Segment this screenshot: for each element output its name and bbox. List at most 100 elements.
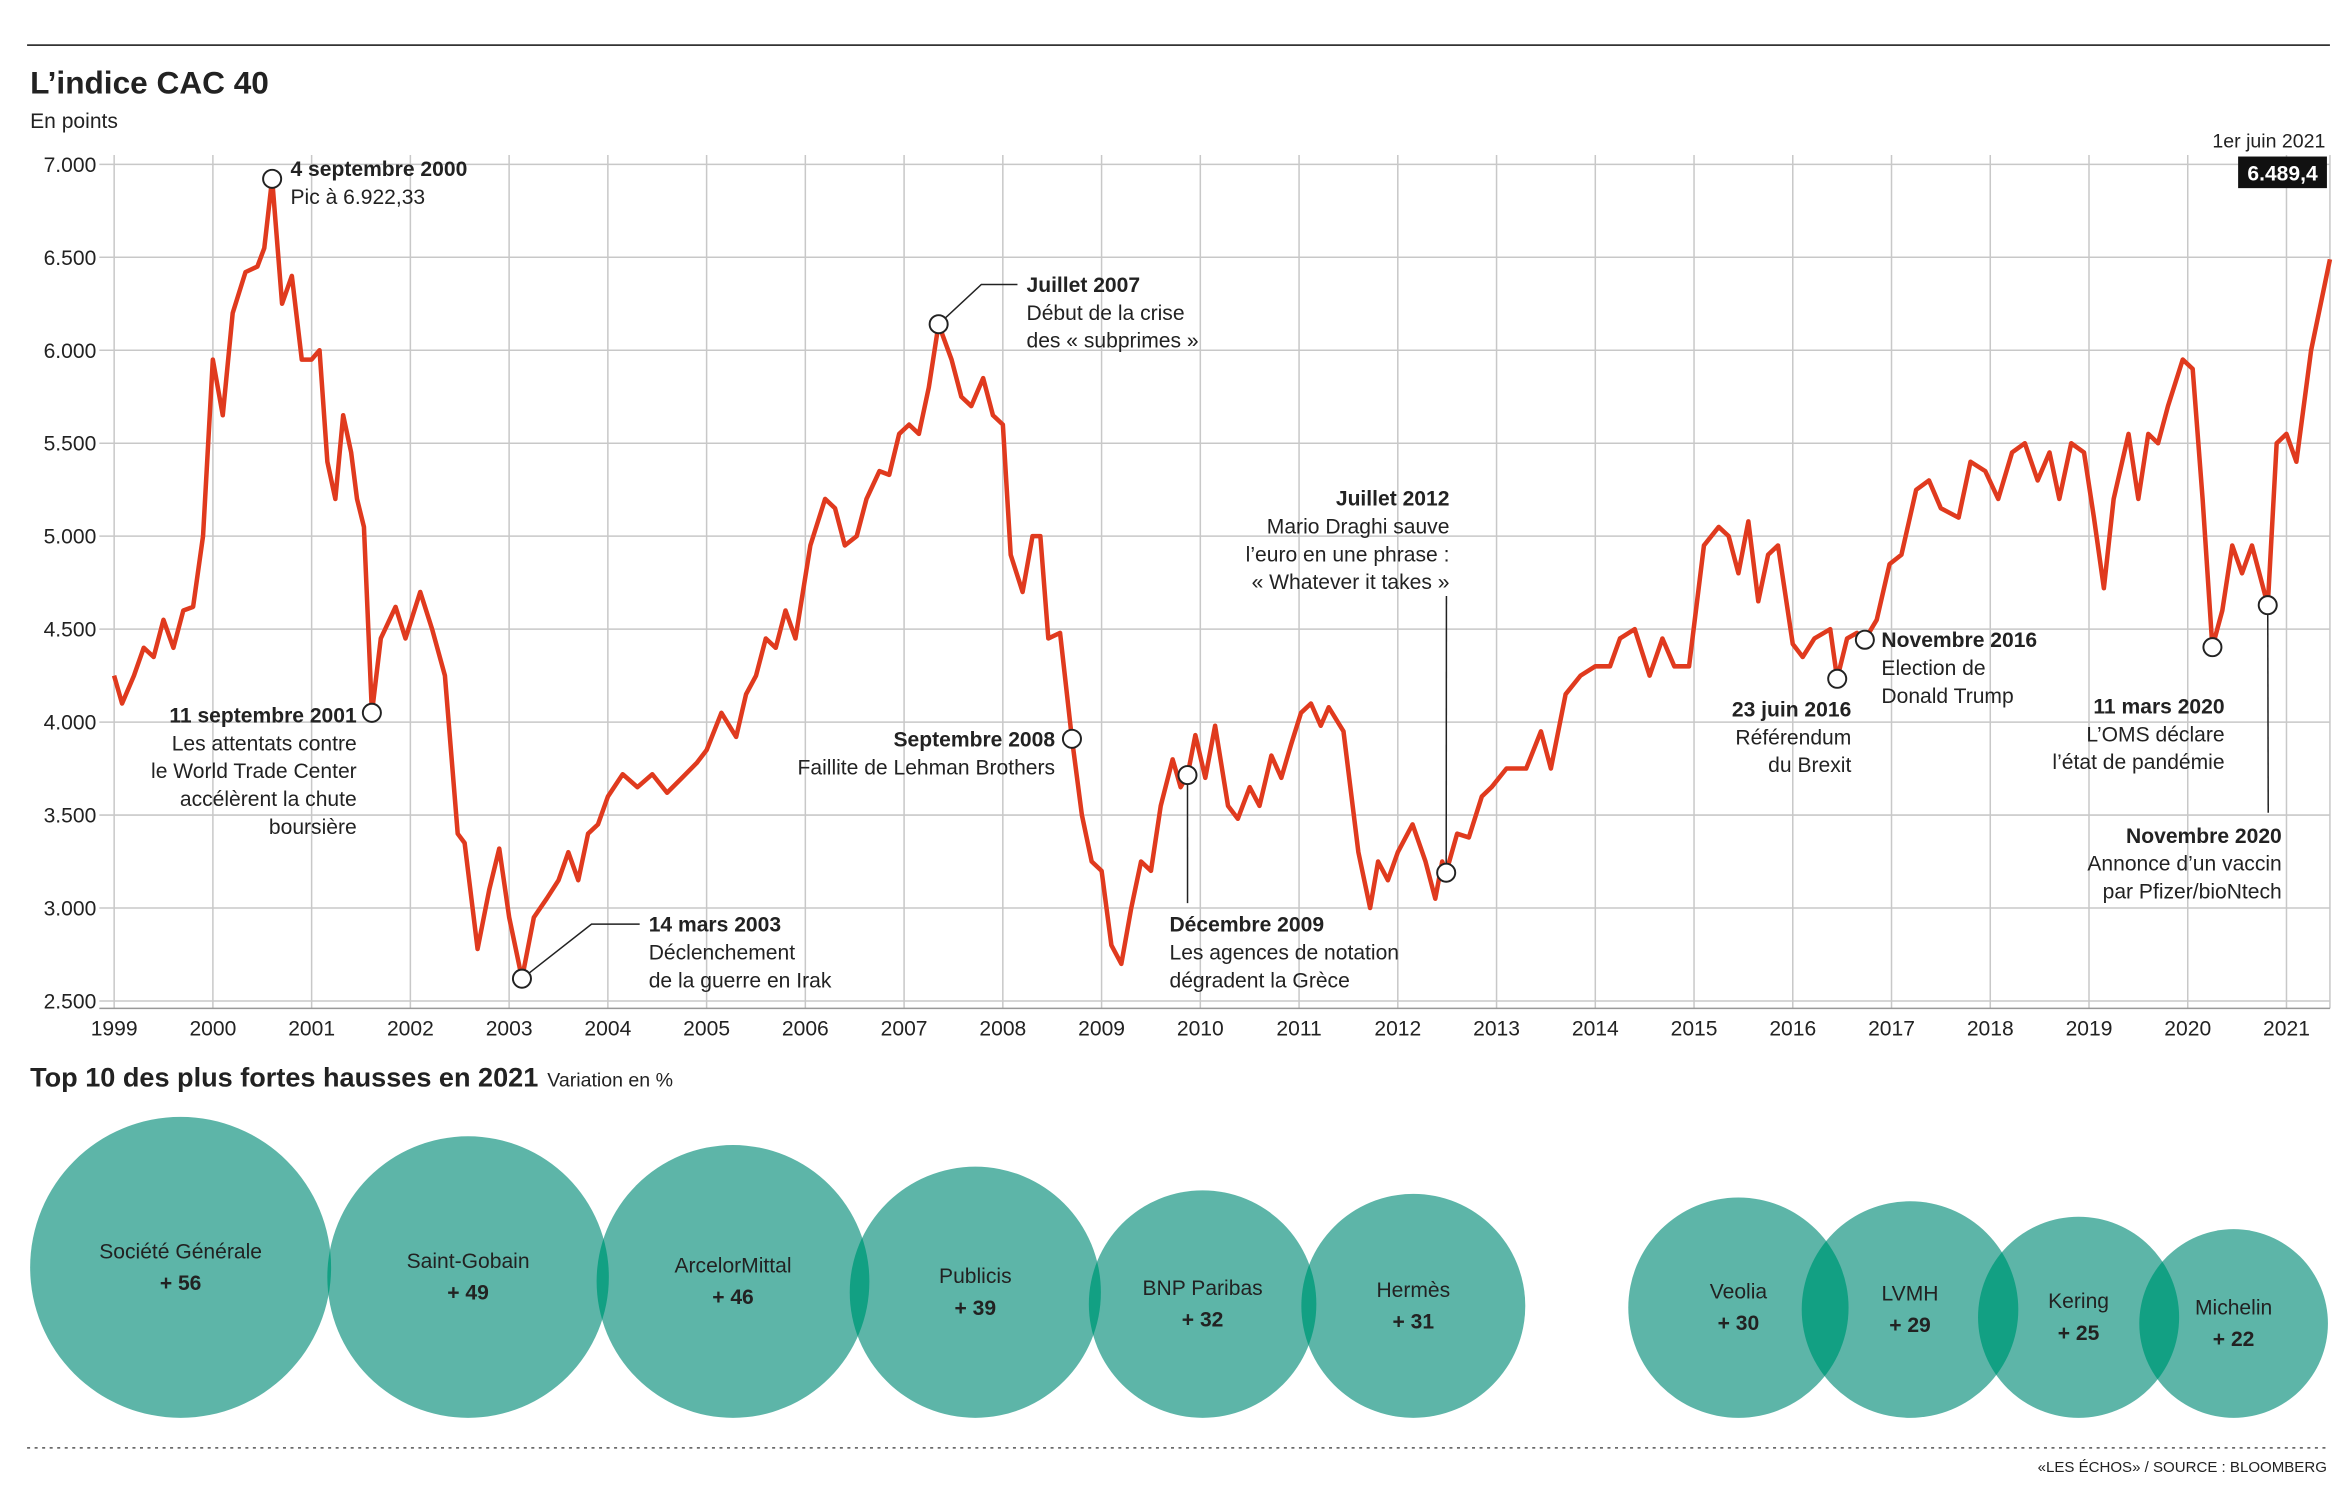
bubble bbox=[327, 1136, 609, 1418]
annotation-text: Mario Draghi sauve bbox=[1267, 516, 1450, 539]
source: «LES ÉCHOS» / SOURCE : BLOOMBERG bbox=[2038, 1459, 2327, 1476]
y-tick-label: 2.500 bbox=[44, 991, 97, 1014]
annotation-text: l’euro en une phrase : bbox=[1246, 543, 1450, 566]
annotation-marker bbox=[1177, 765, 1198, 786]
annotation-text: du Brexit bbox=[1768, 754, 1851, 777]
annotation-text: Référendum bbox=[1735, 726, 1851, 749]
bubble-name: Publicis bbox=[939, 1265, 1012, 1288]
y-tick-label: 4.000 bbox=[44, 712, 97, 735]
annotation-title: 4 septembre 2000 bbox=[290, 158, 467, 181]
x-tick-label: 2002 bbox=[387, 1018, 434, 1041]
annotation-marker bbox=[2257, 595, 2278, 616]
annotation-text: Donald Trump bbox=[1881, 685, 2013, 708]
x-tick-label: 2017 bbox=[1868, 1018, 1915, 1041]
leader-line bbox=[938, 283, 1018, 325]
bubble-name: Saint-Gobain bbox=[407, 1250, 530, 1273]
annotation-title: 11 mars 2020 bbox=[2093, 695, 2224, 718]
annotation-text: Les agences de notation bbox=[1169, 942, 1399, 965]
bubble bbox=[596, 1145, 870, 1418]
bubble-value: + 49 bbox=[447, 1282, 489, 1305]
annotation-text: des « subprimes » bbox=[1026, 330, 1198, 353]
annotation-title: Juillet 2007 bbox=[1026, 274, 1140, 297]
x-tick-label: 2012 bbox=[1374, 1018, 1421, 1041]
bubble-name: Veolia bbox=[1710, 1281, 1768, 1304]
bubble bbox=[1801, 1201, 2019, 1418]
bubble-value: + 29 bbox=[1889, 1314, 1931, 1337]
bubble bbox=[1628, 1197, 1849, 1418]
annotation-marker bbox=[1854, 629, 1875, 650]
bubble-value: + 46 bbox=[712, 1286, 754, 1309]
y-tick-label: 6.000 bbox=[44, 340, 97, 363]
leader-line bbox=[521, 923, 640, 980]
y-tick-label: 3.000 bbox=[44, 898, 97, 921]
x-tick-label: 2011 bbox=[1276, 1018, 1321, 1041]
x-tick-label: 2003 bbox=[486, 1018, 533, 1041]
annotation-title: Novembre 2020 bbox=[2126, 825, 2282, 848]
bubble-value: + 56 bbox=[160, 1272, 202, 1295]
annotation-marker bbox=[511, 968, 532, 989]
bubble-heading: Top 10 des plus fortes hausses en 2021 Va… bbox=[30, 1062, 673, 1093]
annotation-text: Annonce d’un vaccin bbox=[2087, 853, 2281, 876]
bubble-value: + 22 bbox=[2213, 1328, 2255, 1351]
bubble-value: + 32 bbox=[1182, 1309, 1224, 1332]
x-tick-label: 2010 bbox=[1177, 1018, 1224, 1041]
annotation-title: Novembre 2016 bbox=[1881, 629, 2037, 652]
y-tick-label: 5.000 bbox=[44, 526, 97, 549]
annotation-marker bbox=[2202, 637, 2223, 658]
annotation-text: Les attentats contre bbox=[172, 732, 357, 755]
annotation-text: accélèrent la chute bbox=[180, 788, 357, 811]
x-tick-label: 2001 bbox=[288, 1018, 335, 1041]
bubble-title: Top 10 des plus fortes hausses en 2021 bbox=[30, 1062, 538, 1093]
y-tick-label: 5.500 bbox=[44, 433, 97, 456]
annotation-title: 11 septembre 2001 bbox=[169, 704, 357, 727]
bubble bbox=[1978, 1216, 2180, 1418]
annotation-marker bbox=[1436, 862, 1457, 883]
x-tick-label: 2000 bbox=[189, 1018, 236, 1041]
annotation-marker bbox=[361, 702, 382, 723]
x-tick-label: 2021 bbox=[2263, 1018, 2310, 1041]
annotation-marker bbox=[1061, 728, 1082, 749]
annotation-text: Déclenchement bbox=[649, 942, 795, 965]
annotation-text: Pic à 6.922,33 bbox=[290, 186, 425, 209]
x-tick-label: 2005 bbox=[683, 1018, 730, 1041]
bubble-value: + 39 bbox=[955, 1297, 997, 1320]
annotation-text: par Pfizer/bioNtech bbox=[2103, 881, 2282, 904]
x-tick-label: 2020 bbox=[2164, 1018, 2211, 1041]
bubble-value: + 31 bbox=[1393, 1310, 1435, 1333]
bubble bbox=[2139, 1229, 2328, 1418]
bubble bbox=[1301, 1193, 1526, 1418]
annotation-text: Election de bbox=[1881, 657, 1985, 680]
annotation-text: Faillite de Lehman Brothers bbox=[798, 756, 1056, 779]
annotation-title: 23 juin 2016 bbox=[1732, 698, 1851, 721]
x-tick-label: 2014 bbox=[1572, 1018, 1619, 1041]
y-tick-label: 3.500 bbox=[44, 805, 97, 828]
x-tick-label: 2015 bbox=[1671, 1018, 1718, 1041]
annotation-title: Juillet 2012 bbox=[1336, 488, 1450, 511]
chart-subtitle: En points bbox=[30, 110, 118, 133]
x-tick-label: 2013 bbox=[1473, 1018, 1520, 1041]
annotation-title: 14 mars 2003 bbox=[649, 914, 781, 937]
annotation-title: Décembre 2009 bbox=[1169, 914, 1324, 937]
bubble-subtitle: Variation en % bbox=[547, 1070, 673, 1092]
x-tick-label: 2006 bbox=[782, 1018, 829, 1041]
last-value: 6.489,4 bbox=[2247, 163, 2318, 186]
y-tick-label: 4.500 bbox=[44, 619, 97, 642]
annotation-text: boursière bbox=[269, 816, 357, 839]
annotation-text: Début de la crise bbox=[1026, 302, 1184, 325]
annotation-marker bbox=[1827, 668, 1848, 689]
bubble-name: ArcelorMittal bbox=[674, 1254, 791, 1277]
annotation-title: Septembre 2008 bbox=[894, 729, 1056, 752]
bubble-name: BNP Paribas bbox=[1142, 1277, 1262, 1300]
bubble bbox=[849, 1166, 1101, 1418]
x-tick-label: 1999 bbox=[91, 1018, 138, 1041]
x-tick-label: 2018 bbox=[1967, 1018, 2014, 1041]
bubble-name: LVMH bbox=[1882, 1283, 1939, 1306]
annotation-text: « Whatever it takes » bbox=[1252, 571, 1450, 594]
x-tick-label: 2004 bbox=[584, 1018, 631, 1041]
bubble bbox=[30, 1116, 332, 1418]
bubble-value: + 25 bbox=[2058, 1322, 2100, 1345]
bubble-name: Kering bbox=[2048, 1290, 2109, 1313]
last-date: 1er juin 2021 bbox=[2212, 131, 2325, 153]
